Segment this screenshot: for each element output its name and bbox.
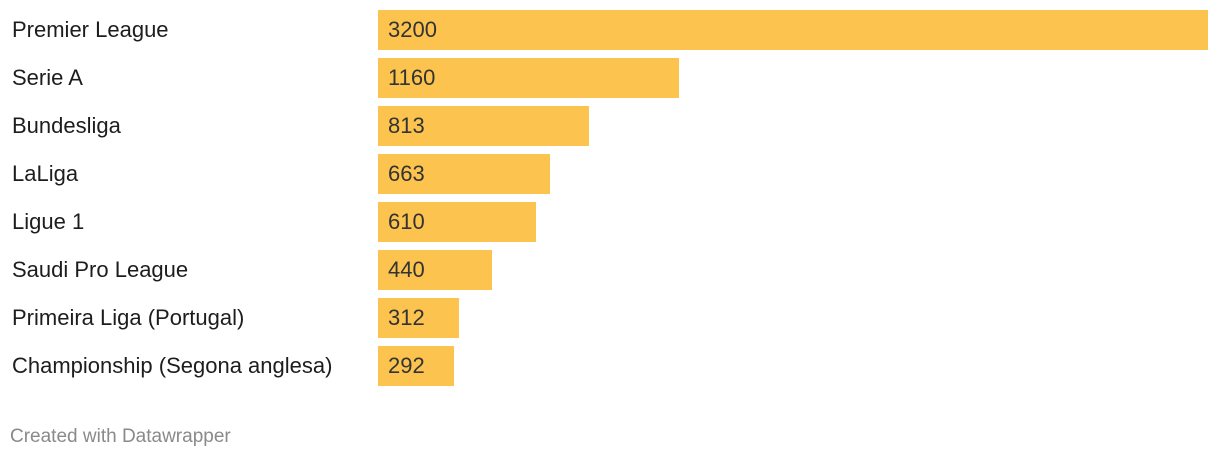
category-label: LaLiga	[12, 161, 79, 186]
category-label: Premier League	[12, 17, 169, 42]
bar-value-label: 1160	[388, 65, 436, 90]
category-label: Saudi Pro League	[12, 257, 189, 282]
bar-value-label: 3200	[388, 17, 437, 42]
bar-row: Primeira Liga (Portugal) 312	[0, 298, 1220, 338]
bar-value-label: 813	[388, 113, 425, 138]
bar-value-label: 610	[388, 209, 425, 234]
bar	[378, 250, 493, 290]
category-label: Primeira Liga (Portugal)	[12, 305, 245, 330]
bar-row: LaLiga 663	[0, 154, 1220, 194]
category-label: Serie A	[12, 65, 83, 90]
bar-value-label: 440	[388, 257, 425, 282]
bar	[378, 106, 589, 146]
bar	[378, 58, 679, 98]
bar-row: Premier League 3200	[0, 10, 1220, 50]
bar-row: Championship (Segona anglesa) 292	[0, 346, 1220, 386]
category-label: Bundesliga	[12, 113, 121, 138]
datawrapper-credit[interactable]: Created with Datawrapper	[10, 426, 231, 447]
bar-row: Ligue 1 610	[0, 202, 1220, 242]
bar-row: Serie A 1160	[0, 58, 1220, 98]
bar	[378, 10, 1208, 50]
bar-row: Bundesliga 813	[0, 106, 1220, 146]
category-label: Ligue 1	[12, 209, 85, 234]
bar	[378, 298, 459, 338]
bar-chart: Premier League 3200 Serie A 1160 Bundesliga 8…	[0, 10, 1220, 386]
bar-row: Saudi Pro League 440	[0, 250, 1220, 290]
bar-value-label: 312	[388, 305, 425, 330]
bar	[378, 202, 537, 242]
bar-value-label: 292	[388, 353, 425, 378]
bar	[378, 346, 454, 386]
bar-value-label: 663	[388, 161, 425, 186]
category-label: Championship (Segona anglesa)	[12, 353, 333, 378]
bar	[378, 154, 550, 194]
